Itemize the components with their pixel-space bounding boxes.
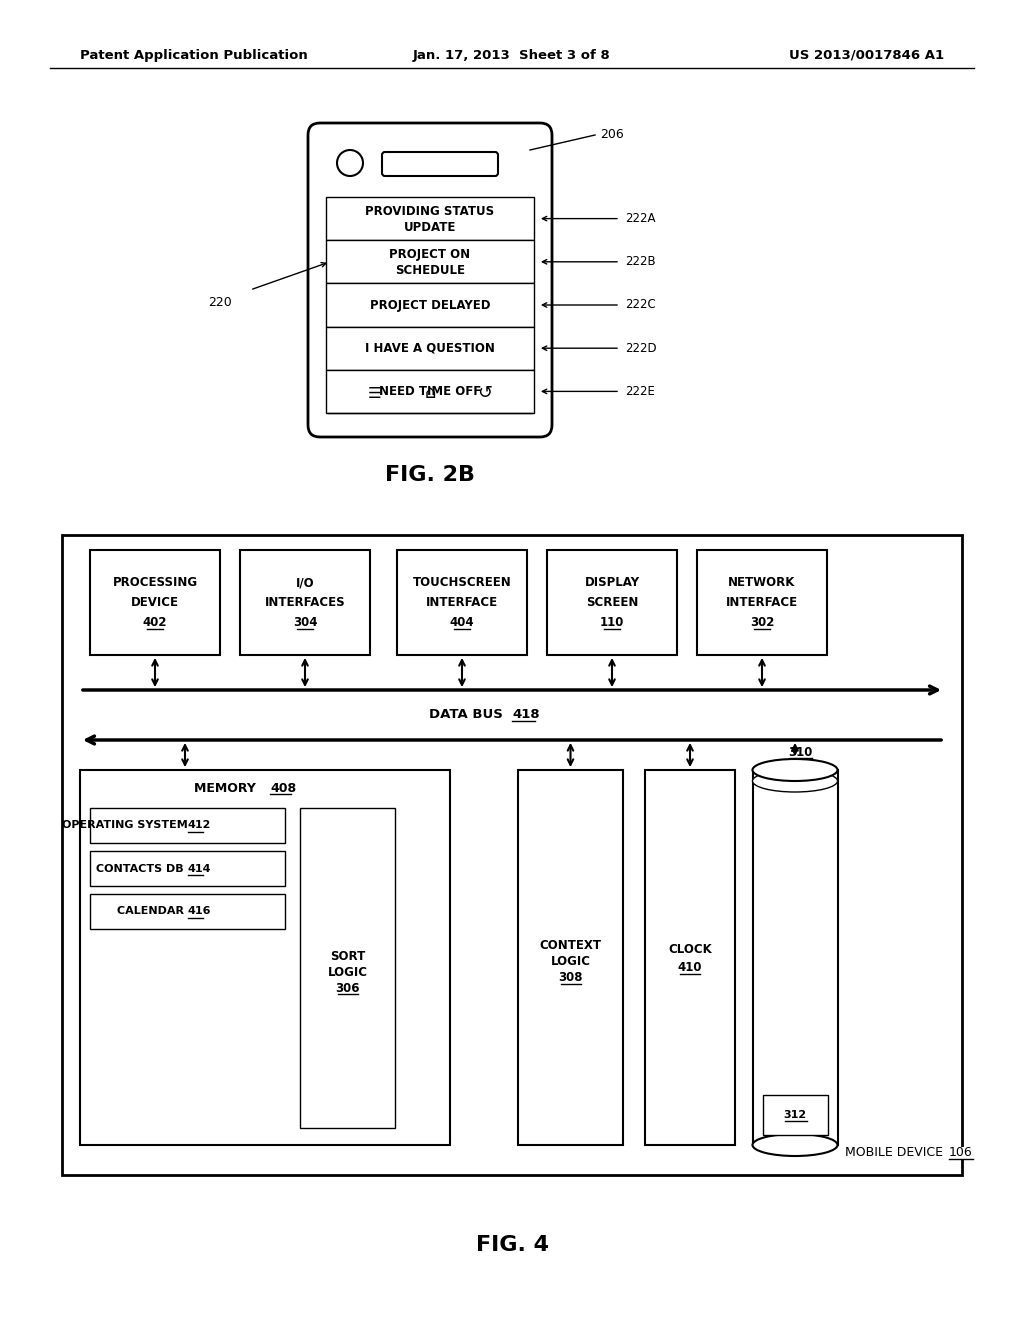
Text: 222D: 222D [625, 342, 656, 355]
Bar [240, 550, 370, 655]
Text: Patent Application Publication: Patent Application Publication [80, 49, 308, 62]
Text: I HAVE A QUESTION: I HAVE A QUESTION [366, 342, 495, 355]
Text: ☰: ☰ [369, 385, 382, 400]
Text: SCREEN: SCREEN [586, 597, 638, 609]
Text: 402: 402 [142, 616, 167, 630]
Text: 110: 110 [600, 616, 625, 630]
Text: DEVICE: DEVICE [131, 597, 179, 609]
Text: SCHEDULE: SCHEDULE [395, 264, 465, 277]
Bar [397, 550, 527, 655]
Text: OPERATING SYSTEM: OPERATING SYSTEM [61, 821, 187, 830]
Ellipse shape [753, 1134, 838, 1156]
Text: 306: 306 [335, 982, 359, 994]
Bar [62, 535, 962, 1175]
Bar [90, 550, 220, 655]
Text: TOUCHSCREEN: TOUCHSCREEN [413, 576, 511, 589]
Text: DATA BUS: DATA BUS [429, 709, 512, 722]
Text: I/O: I/O [296, 576, 314, 589]
Text: CALENDAR: CALENDAR [117, 907, 187, 916]
Text: SORT: SORT [330, 949, 366, 962]
Text: ↺: ↺ [477, 384, 493, 403]
Text: 414: 414 [187, 863, 211, 874]
Text: CONTACTS DB: CONTACTS DB [96, 863, 187, 874]
Bar [90, 851, 285, 886]
Text: 222E: 222E [625, 385, 655, 397]
Bar [547, 550, 677, 655]
Bar [645, 770, 735, 1144]
Circle shape [337, 150, 362, 176]
Text: LOGIC: LOGIC [551, 954, 591, 968]
Ellipse shape [753, 759, 838, 781]
Text: UPDATE: UPDATE [403, 220, 456, 234]
Text: MEMORY: MEMORY [195, 781, 265, 795]
Text: 412: 412 [187, 821, 211, 830]
Text: INTERFACES: INTERFACES [264, 597, 345, 609]
Bar [326, 326, 534, 370]
Bar [763, 1096, 827, 1135]
FancyBboxPatch shape [382, 152, 498, 176]
Text: NETWORK: NETWORK [728, 576, 796, 589]
Text: 222B: 222B [625, 255, 655, 268]
Text: 312: 312 [783, 1110, 807, 1119]
Bar [753, 770, 838, 1144]
Text: 308: 308 [558, 972, 583, 983]
Text: 302: 302 [750, 616, 774, 630]
Text: 222A: 222A [625, 213, 655, 226]
Text: CLOCK: CLOCK [668, 942, 712, 956]
Text: US 2013/0017846 A1: US 2013/0017846 A1 [788, 49, 944, 62]
Bar [518, 770, 623, 1144]
Bar [326, 240, 534, 284]
Text: FIG. 2B: FIG. 2B [385, 465, 475, 484]
Bar [300, 808, 395, 1129]
Text: 304: 304 [293, 616, 317, 630]
Bar [326, 284, 534, 326]
Bar [80, 770, 450, 1144]
Text: 220: 220 [208, 296, 231, 309]
Text: 222C: 222C [625, 298, 655, 312]
Text: 408: 408 [270, 781, 296, 795]
Bar [90, 894, 285, 929]
Text: 410: 410 [678, 961, 702, 974]
Text: INTERFACE: INTERFACE [426, 597, 498, 609]
Bar [326, 197, 534, 240]
Text: PROCESSING: PROCESSING [113, 576, 198, 589]
Text: LOGIC: LOGIC [328, 965, 368, 978]
Text: 106: 106 [949, 1147, 973, 1159]
Text: PROVIDING STATUS: PROVIDING STATUS [366, 205, 495, 218]
Text: FIG. 4: FIG. 4 [475, 1236, 549, 1255]
Text: 206: 206 [600, 128, 624, 141]
Text: INTERFACE: INTERFACE [726, 597, 798, 609]
Text: PROJECT DELAYED: PROJECT DELAYED [370, 298, 490, 312]
Text: 416: 416 [187, 907, 211, 916]
FancyBboxPatch shape [308, 123, 552, 437]
Text: MOBILE DEVICE: MOBILE DEVICE [845, 1147, 947, 1159]
Text: 418: 418 [512, 709, 540, 722]
Text: Jan. 17, 2013  Sheet 3 of 8: Jan. 17, 2013 Sheet 3 of 8 [413, 49, 611, 62]
Bar [90, 808, 285, 843]
Text: CONTEXT: CONTEXT [540, 939, 601, 952]
Text: DISPLAY: DISPLAY [585, 576, 640, 589]
Bar [326, 370, 534, 413]
Text: 404: 404 [450, 616, 474, 630]
Ellipse shape [753, 770, 838, 792]
Text: ⌂: ⌂ [424, 384, 435, 403]
Bar [697, 550, 827, 655]
Text: PROJECT ON: PROJECT ON [389, 248, 471, 261]
Text: NEED TIME OFF: NEED TIME OFF [379, 385, 481, 397]
Text: 310: 310 [787, 746, 812, 759]
